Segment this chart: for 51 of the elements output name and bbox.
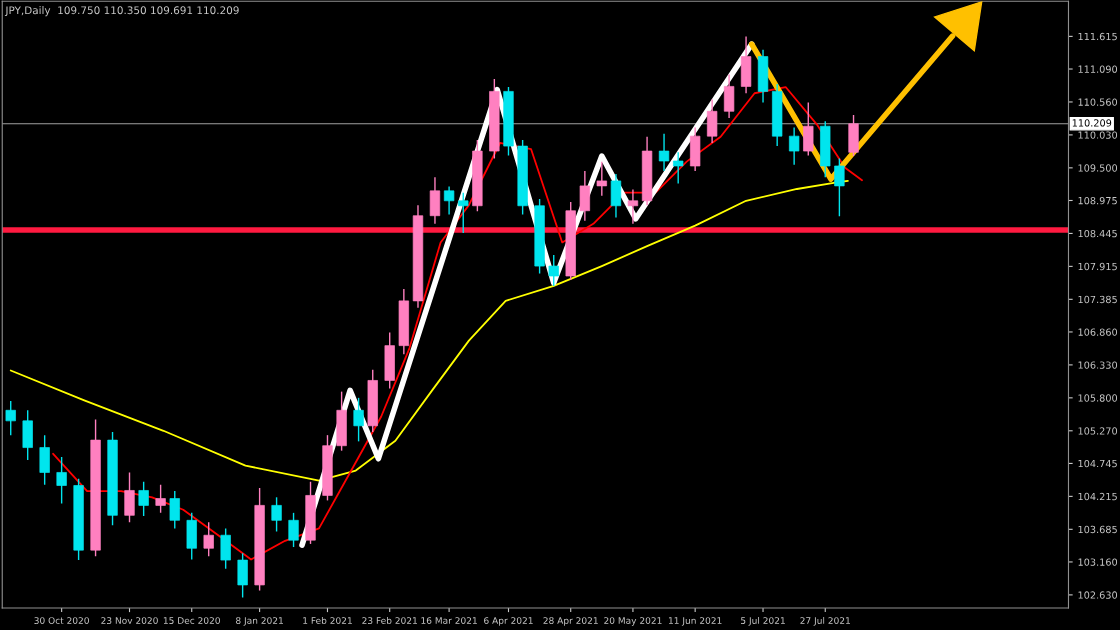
candlestick — [658, 132, 670, 172]
y-tick-label: 105.270 — [1078, 427, 1118, 435]
y-tick-label: 111.615 — [1078, 32, 1117, 41]
y-tick-label: 110.560 — [1078, 98, 1118, 106]
y-tick-label: 104.215 — [1078, 492, 1117, 501]
chart-title: JPY,Daily 109.750 110.350 109.691 110.209 — [4, 6, 239, 17]
candlestick — [443, 185, 455, 216]
x-tick-label: 20 May 2021 — [604, 617, 662, 626]
x-tick-label: 16 Mar 2021 — [421, 617, 477, 624]
candlestick — [627, 188, 639, 225]
x-tick-label: 28 Apr 2021 — [543, 617, 598, 626]
y-tick-label: 109.500 — [1078, 164, 1118, 172]
y-tick-label: 111.090 — [1078, 65, 1118, 73]
candlestick — [673, 151, 684, 185]
x-tick-label: 30 Oct 2020 — [34, 617, 89, 624]
y-tick-label: 106.330 — [1078, 361, 1118, 369]
candlestick — [288, 512, 299, 548]
x-tick-label: 1 Feb 2021 — [303, 616, 352, 624]
x-tick-label: 8 Jan 2021 — [236, 617, 283, 626]
ref-line-label: 110.209 — [1072, 119, 1112, 127]
x-tick-label: 11 Jun 2021 — [668, 617, 722, 626]
x-tick-label: 5 Jul 2021 — [741, 616, 785, 626]
y-tick-label: 108.445 — [1078, 229, 1117, 238]
candlestick — [353, 397, 364, 443]
y-tick-label: 105.800 — [1078, 394, 1118, 402]
y-tick-label: 107.385 — [1078, 295, 1117, 304]
x-tick-label: 23 Nov 2020 — [101, 617, 158, 624]
candlestick — [169, 490, 180, 530]
y-tick-label: 110.030 — [1078, 131, 1118, 139]
y-tick-label: 103.160 — [1078, 558, 1118, 566]
candlestick — [596, 160, 607, 197]
y-tick-label: 103.685 — [1078, 525, 1117, 534]
x-tick-label: 27 Jul 2021 — [800, 616, 850, 626]
candlestick — [155, 484, 166, 514]
candlestick — [788, 126, 800, 166]
y-tick-label: 104.745 — [1078, 459, 1117, 468]
y-tick-label: 107.915 — [1078, 262, 1117, 271]
x-tick-label: 6 Apr 2021 — [484, 617, 533, 626]
x-tick-label: 15 Dec 2020 — [163, 617, 220, 624]
candlestick — [138, 481, 149, 517]
candlestick — [548, 254, 559, 287]
x-tick-label: 23 Feb 2021 — [362, 616, 417, 624]
y-tick-label: 102.630 — [1078, 591, 1118, 599]
y-tick-label: 108.975 — [1078, 196, 1117, 205]
candlestick — [203, 521, 214, 558]
candlestick — [458, 192, 469, 234]
candlestick — [56, 456, 67, 505]
candlestick — [834, 157, 845, 218]
candlestick — [5, 400, 16, 436]
y-tick-label: 106.860 — [1078, 328, 1118, 336]
candlestick — [271, 496, 282, 533]
